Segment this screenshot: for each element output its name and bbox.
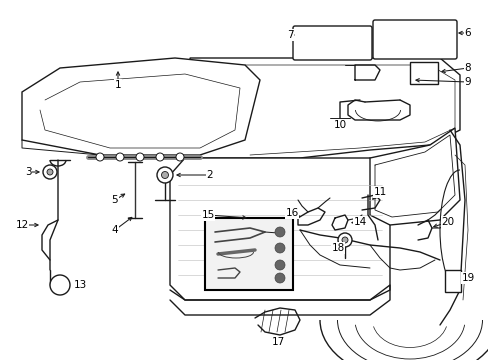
Text: 16: 16	[285, 208, 298, 218]
Circle shape	[136, 153, 143, 161]
Circle shape	[337, 233, 351, 247]
Circle shape	[274, 273, 285, 283]
Circle shape	[274, 243, 285, 253]
Text: 6: 6	[464, 28, 470, 38]
Text: 1: 1	[115, 80, 121, 90]
Text: 19: 19	[461, 273, 474, 283]
Text: 2: 2	[206, 170, 213, 180]
Circle shape	[116, 153, 124, 161]
Text: 5: 5	[111, 195, 118, 205]
Circle shape	[274, 260, 285, 270]
Circle shape	[157, 167, 173, 183]
Circle shape	[176, 153, 183, 161]
Circle shape	[47, 169, 53, 175]
Polygon shape	[369, 128, 459, 225]
Text: 10: 10	[333, 120, 346, 130]
Circle shape	[274, 227, 285, 237]
Bar	[204, 218, 292, 290]
Text: 7: 7	[286, 30, 293, 40]
Text: 9: 9	[464, 77, 470, 87]
Text: 3: 3	[24, 167, 31, 177]
Circle shape	[156, 153, 163, 161]
Polygon shape	[170, 158, 389, 300]
Polygon shape	[22, 58, 260, 155]
Text: 4: 4	[111, 225, 118, 235]
Circle shape	[50, 275, 70, 295]
Circle shape	[341, 237, 347, 243]
Circle shape	[161, 171, 168, 179]
Text: 12: 12	[15, 220, 29, 230]
Text: 15: 15	[201, 210, 214, 220]
Bar	[444, 270, 460, 292]
Circle shape	[96, 153, 104, 161]
Polygon shape	[190, 58, 459, 158]
Circle shape	[43, 165, 57, 179]
FancyBboxPatch shape	[292, 26, 371, 60]
Text: 8: 8	[464, 63, 470, 73]
Text: 17: 17	[271, 337, 284, 347]
Text: 11: 11	[373, 187, 386, 197]
Text: 18: 18	[331, 243, 344, 253]
Text: 13: 13	[73, 280, 86, 290]
FancyBboxPatch shape	[372, 20, 456, 59]
Text: 14: 14	[353, 217, 366, 227]
Text: 20: 20	[441, 217, 454, 227]
Bar	[409, 62, 437, 84]
